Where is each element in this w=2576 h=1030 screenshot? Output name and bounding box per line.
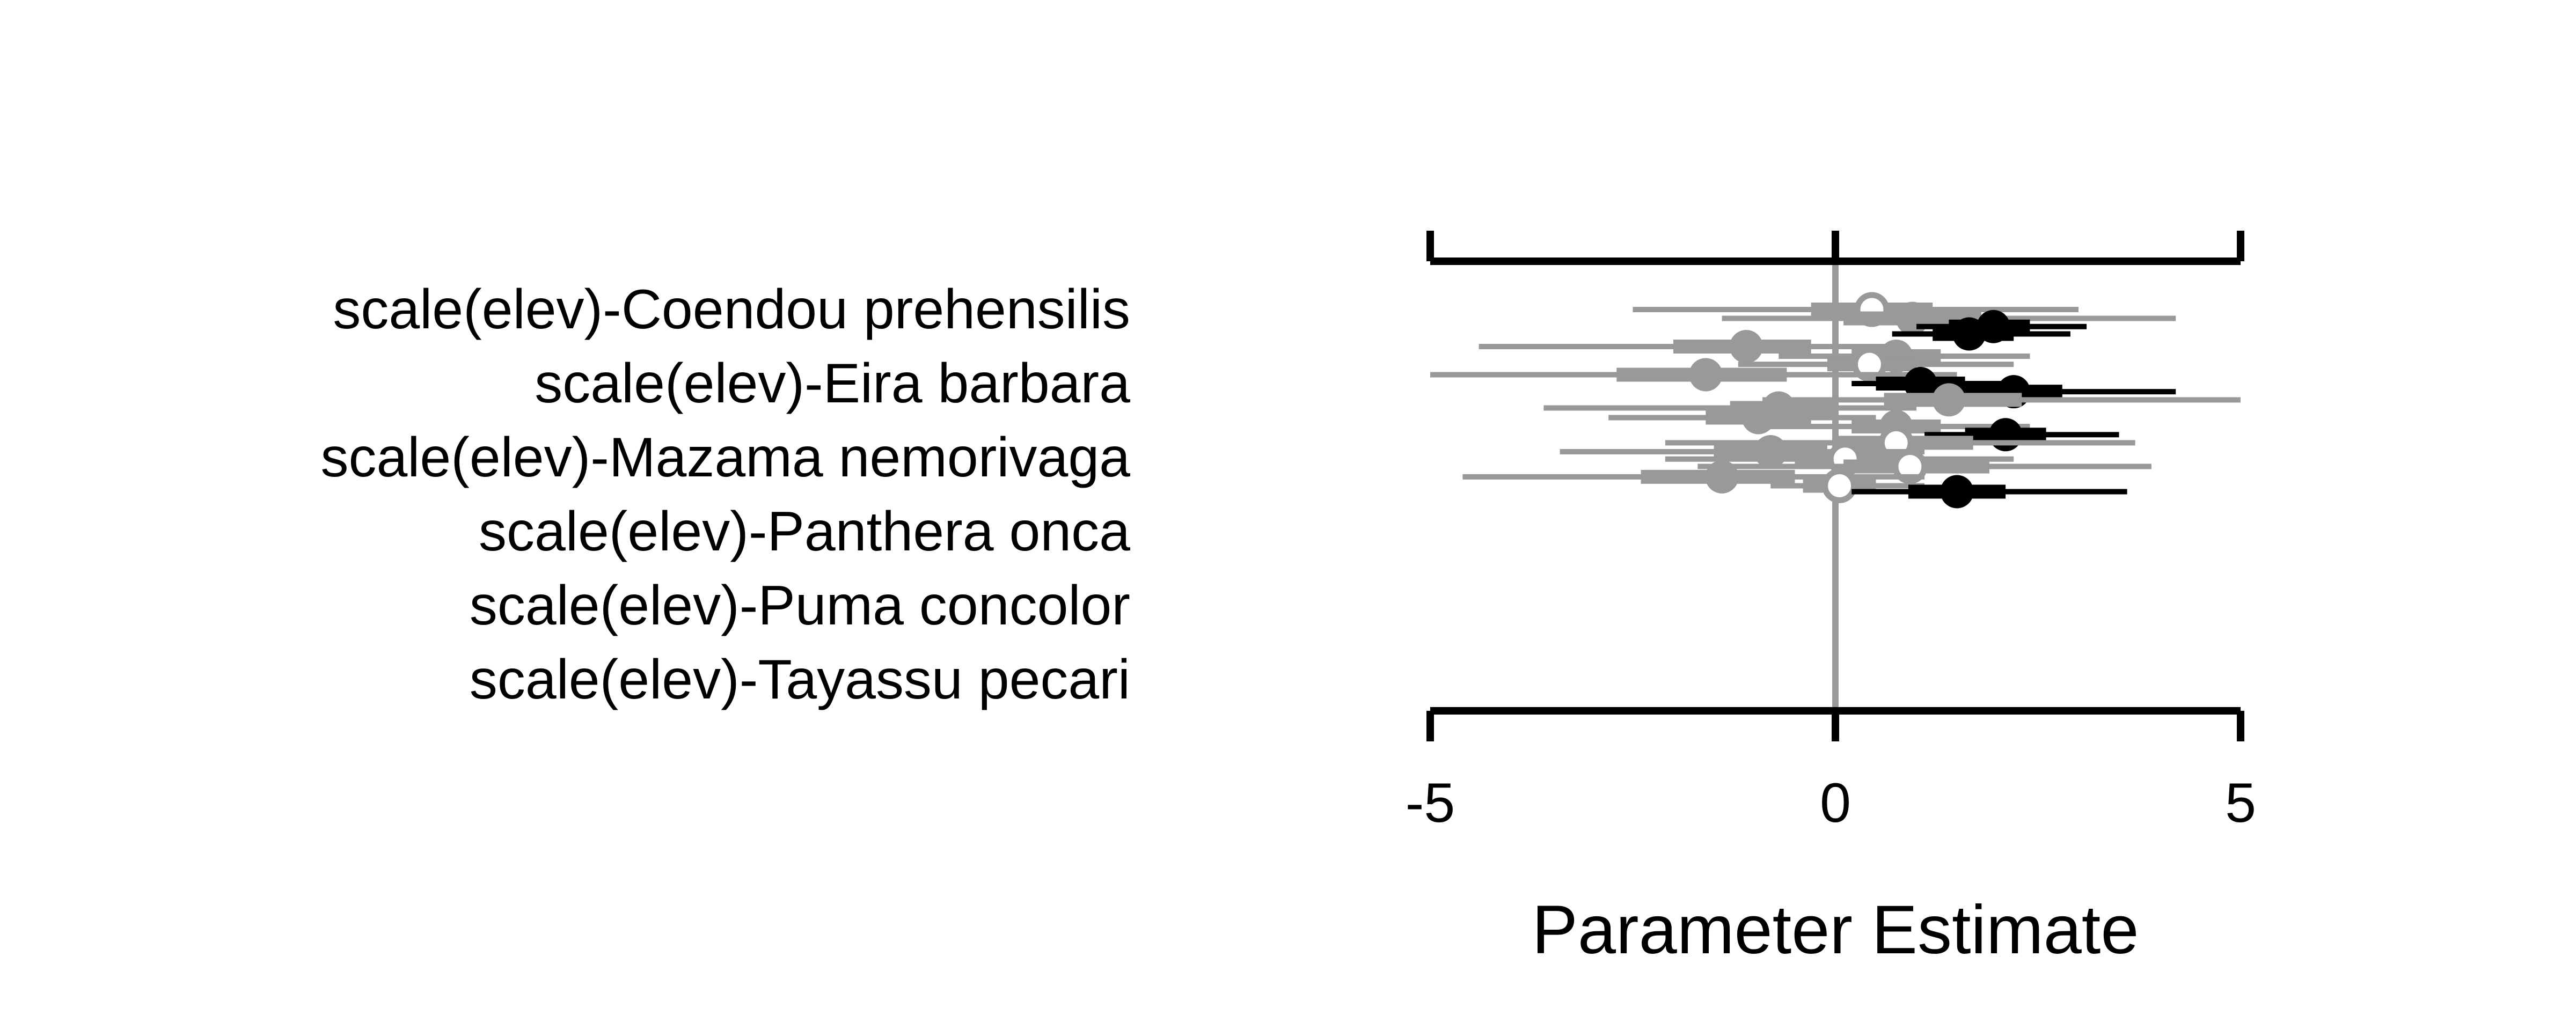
- estimate-point-12: [1741, 401, 1775, 435]
- estimate-marks: [1430, 292, 2241, 509]
- estimate-point-7: [1689, 358, 1723, 392]
- estimate-point-14: [1989, 418, 2023, 452]
- row-labels: scale(elev)-Coendou prehensilis scale(el…: [320, 278, 1130, 711]
- row-label-mazama-nemorivaga: scale(elev)-Mazama nemorivaga: [320, 426, 1130, 489]
- x-axis-title: Parameter Estimate: [1532, 892, 2139, 968]
- estimate-point-6: [1851, 347, 1887, 382]
- row-label-coendou-prehensilis: scale(elev)-Coendou prehensilis: [333, 278, 1130, 341]
- estimate-point-1: [1896, 301, 1929, 335]
- row-label-eira-barbara: scale(elev)-Eira barbara: [535, 352, 1130, 415]
- row-label-panthera-onca: scale(elev)-Panthera onca: [479, 501, 1130, 563]
- estimate-point-21: [1940, 475, 1974, 509]
- x-tick-labels: -5 0 5: [1406, 772, 2256, 834]
- x-tick-label-neg5: -5: [1406, 772, 1455, 834]
- estimate-point-19: [1705, 460, 1739, 494]
- row-label-puma-concolor: scale(elev)-Puma concolor: [470, 575, 1130, 637]
- axes: [1426, 231, 2244, 741]
- estimate-point-4: [1729, 330, 1763, 363]
- estimate-point-3: [1952, 317, 1986, 351]
- estimate-point-16: [1754, 435, 1788, 468]
- x-tick-label-0: 0: [1820, 772, 1851, 834]
- estimate-point-10: [1932, 383, 1966, 417]
- row-label-tayassu-pecari: scale(elev)-Tayassu pecari: [470, 649, 1130, 711]
- x-tick-label-5: 5: [2225, 772, 2256, 834]
- estimate-point-18: [1892, 449, 1928, 484]
- estimate-point-20: [1822, 468, 1857, 503]
